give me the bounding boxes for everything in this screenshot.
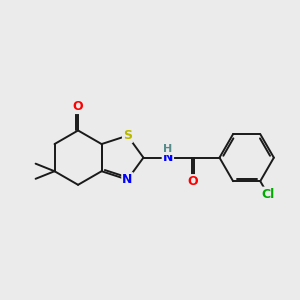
Text: O: O — [73, 100, 83, 113]
Text: N: N — [163, 151, 173, 164]
Text: S: S — [123, 129, 132, 142]
Text: O: O — [187, 175, 198, 188]
Text: H: H — [163, 144, 172, 154]
Text: N: N — [122, 173, 133, 186]
Text: Cl: Cl — [261, 188, 274, 201]
